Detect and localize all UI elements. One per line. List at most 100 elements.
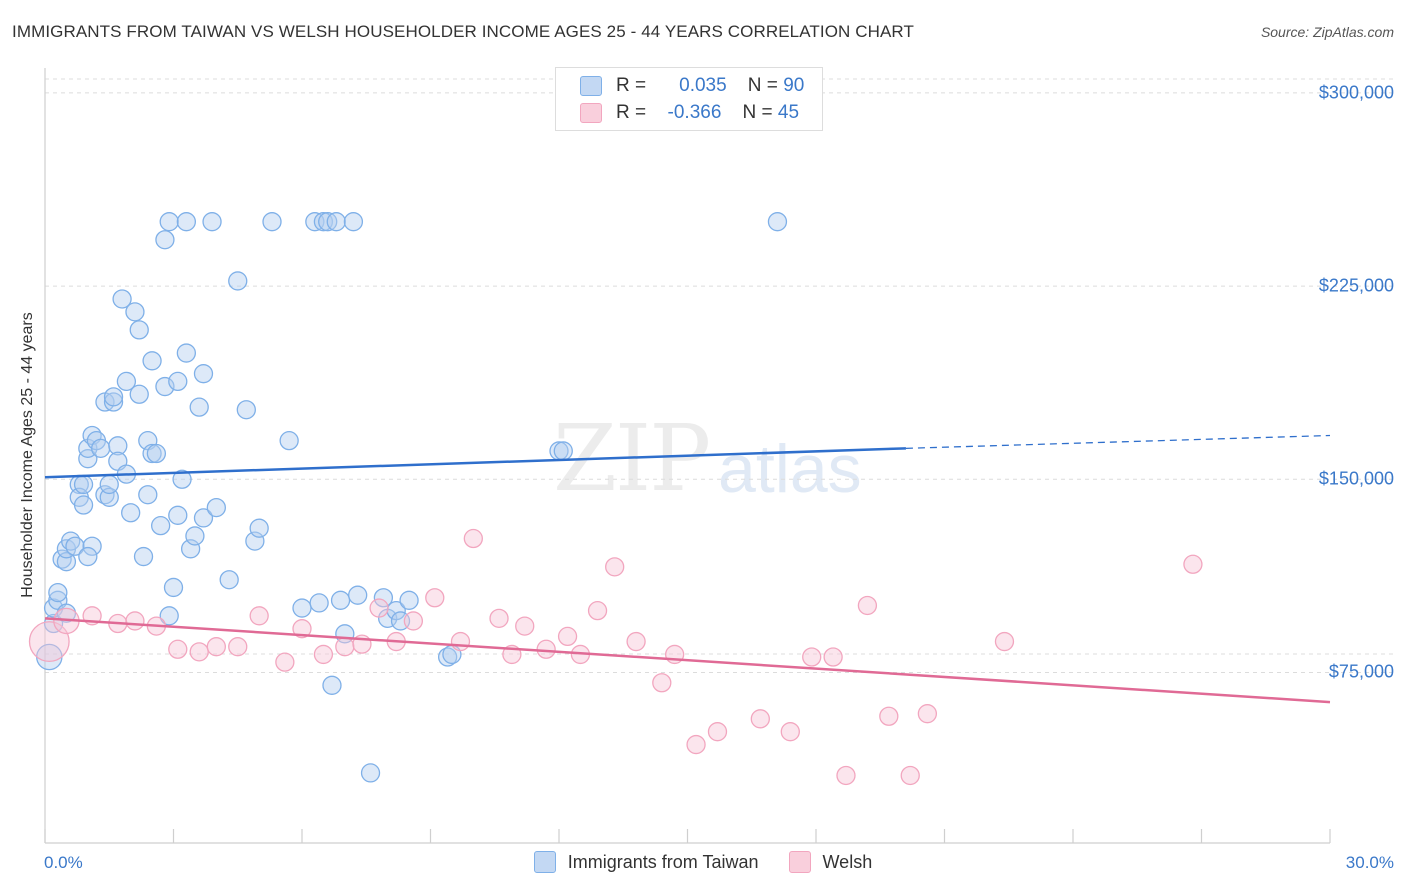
point-taiwan — [292, 598, 312, 618]
point-taiwan — [48, 582, 68, 603]
point-taiwan — [73, 495, 94, 515]
legend-r-value: 0.035 — [679, 75, 727, 96]
point-welsh — [587, 600, 608, 621]
point-taiwan — [330, 590, 351, 610]
legend-row-welsh: R = -0.366 N = 45 — [580, 100, 799, 126]
point-taiwan — [91, 438, 111, 459]
point-welsh — [836, 765, 856, 786]
point-taiwan — [343, 212, 364, 232]
y-tick-label: $300,000 — [1318, 82, 1394, 103]
point-taiwan — [309, 593, 329, 613]
axes — [44, 68, 1331, 844]
point-taiwan — [73, 474, 94, 495]
point-taiwan — [185, 526, 205, 546]
y-tick-label: $150,000 — [1318, 468, 1394, 489]
legend-n-label: N = — [747, 75, 778, 96]
point-taiwan — [159, 212, 179, 232]
point-taiwan — [249, 518, 269, 538]
series-taiwan-points — [36, 212, 788, 783]
legend-item-taiwan: Immigrants from Taiwan — [533, 851, 759, 873]
trend-lines — [44, 434, 1331, 704]
point-welsh — [515, 616, 535, 636]
trend-line-taiwan-extension — [905, 434, 1331, 450]
point-taiwan — [163, 577, 184, 598]
point-taiwan — [142, 443, 162, 464]
trend-line-taiwan — [44, 447, 906, 479]
series-welsh-points — [28, 528, 1203, 786]
y-tick-label: $75,000 — [1328, 661, 1394, 682]
point-taiwan — [103, 392, 124, 412]
watermark-atlas: atlas — [718, 431, 862, 507]
point-welsh — [857, 595, 878, 616]
point-taiwan — [553, 441, 573, 461]
legend-swatch-taiwan — [580, 76, 602, 96]
point-welsh — [249, 606, 269, 626]
point-taiwan — [279, 430, 299, 451]
legend-r-label: R = — [616, 75, 647, 96]
x-tick-min: 0.0% — [44, 853, 83, 872]
point-welsh — [686, 734, 706, 755]
point-welsh — [823, 647, 843, 667]
point-welsh — [335, 637, 355, 657]
point-welsh — [189, 642, 209, 662]
point-taiwan — [399, 590, 419, 610]
point-taiwan — [172, 469, 192, 489]
point-taiwan — [142, 351, 162, 371]
point-welsh — [313, 644, 334, 665]
point-welsh — [463, 528, 483, 549]
point-taiwan — [176, 212, 197, 232]
correlation-legend: R = 0.035 N = 90 R = -0.366 N = 45 — [555, 67, 823, 131]
trend-line-welsh — [44, 617, 1331, 704]
point-welsh — [879, 706, 899, 726]
legend-swatch-welsh — [580, 103, 602, 123]
point-welsh — [994, 631, 1015, 652]
legend-n-value: 90 — [783, 75, 805, 96]
point-taiwan — [322, 675, 342, 695]
point-taiwan — [206, 497, 226, 518]
point-welsh — [292, 619, 312, 639]
point-welsh — [403, 611, 424, 631]
point-welsh — [780, 722, 800, 742]
point-welsh — [369, 598, 389, 618]
point-taiwan — [360, 763, 381, 783]
point-taiwan — [168, 371, 188, 392]
legend-item-welsh: Welsh — [788, 851, 873, 873]
point-taiwan — [168, 505, 188, 525]
point-taiwan — [125, 302, 145, 322]
point-welsh — [900, 765, 920, 786]
x-tick-max: 30.0% — [1345, 853, 1394, 872]
point-welsh — [168, 639, 188, 659]
point-taiwan — [219, 570, 239, 590]
point-taiwan — [121, 503, 141, 523]
point-taiwan — [236, 400, 256, 420]
point-taiwan — [103, 387, 124, 407]
point-welsh — [206, 637, 226, 657]
point-welsh — [275, 652, 295, 672]
point-taiwan — [159, 606, 179, 626]
point-taiwan — [112, 289, 132, 309]
point-taiwan — [108, 436, 128, 456]
legend-n-value: 45 — [777, 102, 800, 123]
point-welsh — [557, 626, 578, 647]
legend-r-label: R = — [616, 102, 647, 123]
point-taiwan — [189, 397, 209, 417]
point-welsh — [750, 709, 770, 729]
point-welsh — [450, 631, 471, 652]
point-taiwan — [228, 271, 248, 291]
chart-title: IMMIGRANTS FROM TAIWAN VS WELSH HOUSEHOL… — [12, 22, 914, 41]
legend-n-label: N = — [742, 102, 773, 123]
y-tick-label: $225,000 — [1318, 275, 1394, 296]
grid-lines — [45, 78, 1393, 673]
point-welsh — [125, 611, 145, 631]
point-welsh — [1183, 554, 1203, 574]
legend-row-taiwan: R = 0.035 N = 90 — [580, 73, 804, 99]
legend-r-value: -0.366 — [667, 102, 722, 123]
legend-swatch-taiwan — [533, 851, 556, 873]
legend-label-welsh: Welsh — [822, 851, 873, 872]
point-welsh — [802, 647, 822, 667]
point-taiwan — [138, 485, 158, 505]
point-welsh — [228, 637, 248, 657]
point-taiwan — [326, 212, 346, 232]
point-welsh — [605, 557, 625, 577]
